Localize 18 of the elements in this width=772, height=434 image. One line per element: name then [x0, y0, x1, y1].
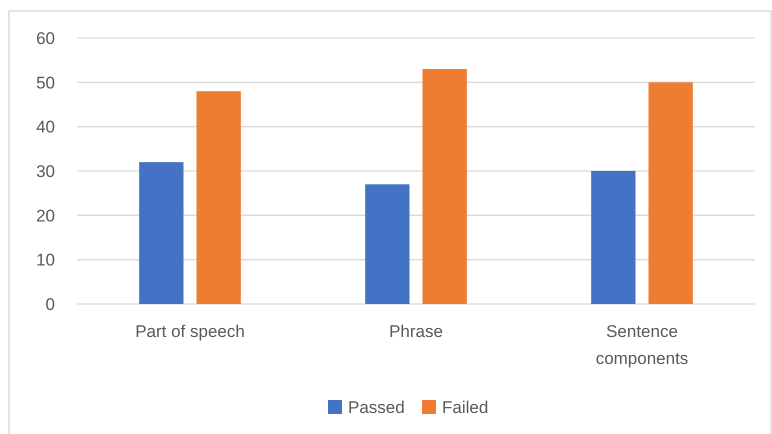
- y-tick-label: 60: [36, 28, 55, 48]
- x-tick-label: Sentence components: [596, 322, 688, 368]
- x-tick-label: Phrase: [389, 322, 443, 341]
- bar: [365, 184, 410, 304]
- y-tick-label: 30: [36, 162, 55, 181]
- bar: [648, 82, 693, 304]
- y-tick-label: 0: [46, 294, 55, 314]
- x-tick-label: Part of speech: [135, 322, 245, 341]
- y-tick-label: 10: [36, 250, 55, 270]
- legend-label: Failed: [442, 398, 488, 417]
- bar: [591, 171, 636, 304]
- bar: [139, 162, 184, 304]
- bar: [196, 91, 241, 304]
- bar: [422, 69, 467, 304]
- legend-label: Passed: [348, 398, 405, 417]
- y-tick-label: 20: [36, 206, 55, 226]
- y-tick-label: 50: [36, 73, 55, 92]
- y-tick-label: 40: [36, 118, 55, 137]
